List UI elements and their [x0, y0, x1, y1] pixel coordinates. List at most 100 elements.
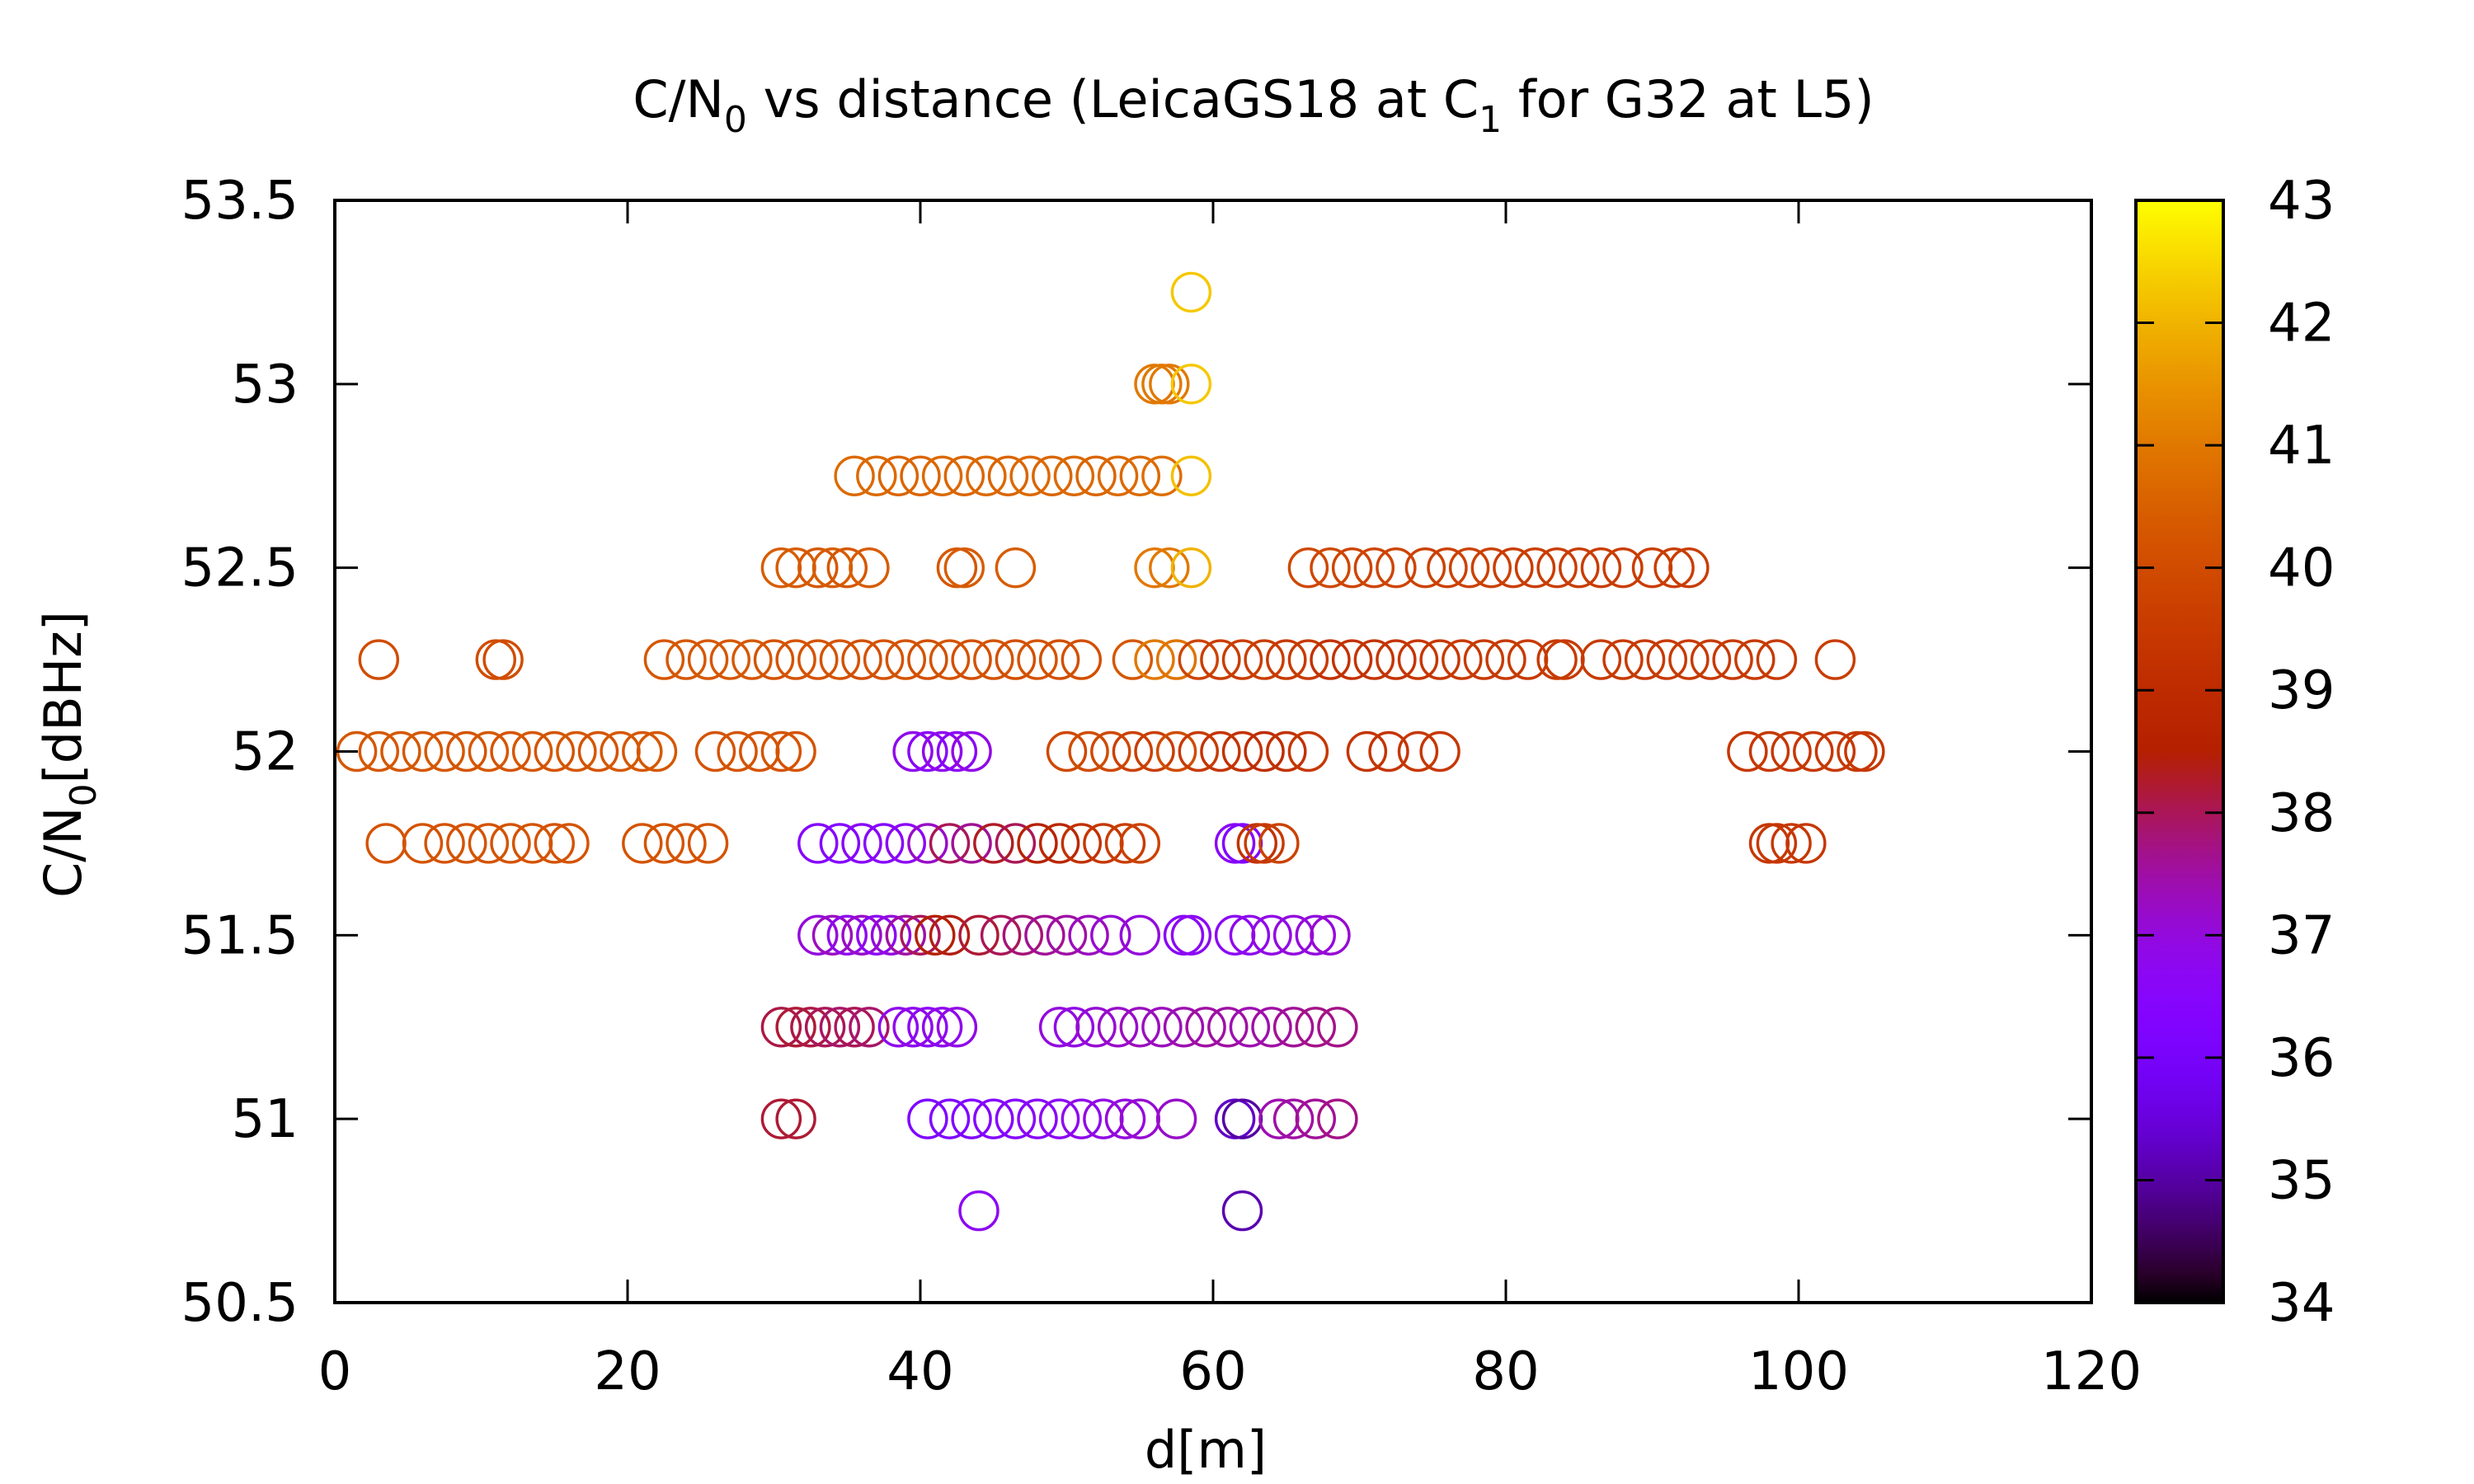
data-point — [995, 547, 1037, 589]
data-point — [929, 639, 971, 680]
data-point — [1463, 639, 1505, 680]
data-point — [739, 730, 780, 773]
data-point — [1038, 1098, 1080, 1139]
data-point — [856, 455, 897, 496]
data-point — [694, 730, 736, 773]
data-point — [1149, 547, 1190, 589]
data-point — [709, 639, 750, 680]
data-point — [1442, 639, 1483, 680]
data-point — [475, 639, 516, 680]
data-point — [1317, 1098, 1358, 1139]
data-point — [1507, 639, 1549, 680]
data-point — [841, 639, 882, 680]
data-point — [834, 1007, 875, 1048]
data-point — [1748, 730, 1790, 773]
data-point — [1404, 547, 1446, 589]
data-point — [1163, 914, 1205, 956]
data-point — [490, 823, 531, 864]
data-point — [468, 823, 510, 864]
data-point — [1141, 1007, 1183, 1048]
data-point — [1331, 639, 1373, 680]
data-point — [1214, 1098, 1256, 1139]
data-point — [907, 1007, 948, 1048]
data-point — [358, 639, 399, 680]
data-point — [687, 639, 729, 680]
colorbar-tick-label: 40 — [2268, 538, 2335, 599]
data-point — [1295, 914, 1337, 956]
data-point — [1602, 639, 1644, 680]
data-point — [468, 730, 510, 773]
data-point — [1251, 914, 1292, 956]
data-point — [797, 823, 839, 864]
x-tick-label: 100 — [1748, 1341, 1849, 1402]
data-point — [1419, 730, 1460, 773]
data-point — [1397, 730, 1439, 773]
data-point — [1046, 730, 1088, 773]
data-point — [482, 639, 524, 680]
data-point — [666, 639, 707, 680]
data-point — [424, 823, 465, 864]
data-point — [775, 1098, 816, 1139]
data-point — [1397, 639, 1439, 680]
data-point — [1155, 1098, 1197, 1139]
data-point — [987, 455, 1029, 496]
data-point — [1083, 1098, 1124, 1139]
data-point — [1104, 823, 1146, 864]
data-point — [1668, 639, 1710, 680]
data-point — [1353, 639, 1395, 680]
data-point — [1771, 823, 1812, 864]
y-tick-label: 50.5 — [181, 1273, 299, 1334]
data-point — [1207, 1007, 1249, 1048]
y-tick-label: 53 — [232, 355, 299, 416]
data-point — [826, 914, 868, 956]
data-point — [1119, 455, 1161, 496]
data-point — [1061, 639, 1103, 680]
data-point — [622, 823, 663, 864]
data-point — [402, 823, 444, 864]
data-point — [687, 823, 729, 864]
data-point — [1075, 455, 1117, 496]
colorbar-tick-label: 34 — [2268, 1273, 2335, 1334]
data-point — [511, 823, 553, 864]
data-point — [1214, 823, 1256, 864]
data-point — [1068, 730, 1109, 773]
data-point — [1727, 730, 1768, 773]
data-point — [834, 455, 875, 496]
data-point — [1090, 914, 1131, 956]
data-point — [636, 730, 678, 773]
data-point — [600, 730, 641, 773]
data-point — [1353, 547, 1395, 589]
data-point — [973, 639, 1014, 680]
x-tick-label: 40 — [887, 1341, 953, 1402]
data-point — [1229, 1007, 1271, 1048]
x-tick-label: 0 — [318, 1341, 352, 1402]
data-point — [936, 547, 978, 589]
data-point — [856, 914, 897, 956]
data-point — [1038, 823, 1080, 864]
y-axis-label: C/N0[dBHz] — [33, 611, 105, 898]
data-point — [797, 547, 839, 589]
data-point — [915, 914, 956, 956]
data-point — [1536, 547, 1578, 589]
data-point — [1272, 914, 1315, 956]
data-point — [849, 547, 890, 589]
colorbar-tick-label: 43 — [2268, 171, 2335, 232]
data-point — [1536, 639, 1578, 680]
data-point — [826, 547, 868, 589]
data-point — [1134, 639, 1175, 680]
data-point — [1272, 1007, 1315, 1048]
colorbar-frame — [2134, 199, 2225, 1304]
data-point — [892, 1007, 934, 1048]
data-point — [863, 823, 905, 864]
data-point — [446, 823, 487, 864]
data-point — [760, 1007, 802, 1048]
data-point — [577, 730, 619, 773]
colorbar-tick-label: 37 — [2268, 905, 2335, 966]
data-point — [907, 639, 948, 680]
data-point — [1134, 730, 1175, 773]
data-point — [1009, 455, 1051, 496]
data-point — [1075, 1007, 1117, 1048]
data-point — [1017, 1098, 1058, 1139]
data-point — [973, 823, 1014, 864]
